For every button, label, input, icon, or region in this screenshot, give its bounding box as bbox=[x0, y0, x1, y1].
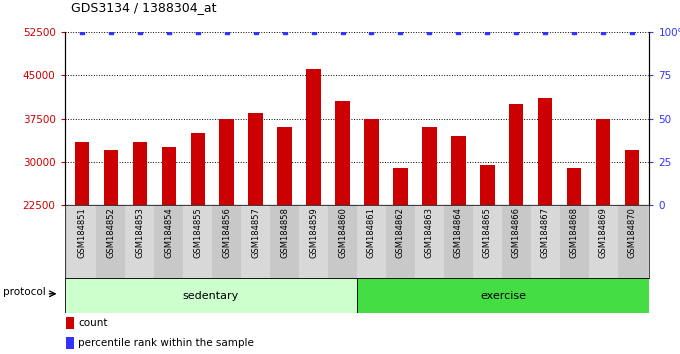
Text: GSM184863: GSM184863 bbox=[425, 207, 434, 258]
Bar bbox=[67, 318, 74, 329]
Point bbox=[453, 29, 464, 35]
Bar bbox=[190, 133, 205, 335]
Bar bbox=[415, 205, 444, 278]
Text: GSM184854: GSM184854 bbox=[165, 207, 173, 258]
Point bbox=[540, 29, 551, 35]
Text: GSM184866: GSM184866 bbox=[512, 207, 521, 258]
Text: GSM184868: GSM184868 bbox=[570, 207, 579, 258]
Bar bbox=[67, 337, 74, 349]
Text: GSM184865: GSM184865 bbox=[483, 207, 492, 258]
Bar bbox=[335, 101, 350, 335]
Bar bbox=[75, 142, 89, 335]
Point bbox=[568, 29, 579, 35]
Bar bbox=[502, 205, 530, 278]
Bar bbox=[328, 205, 357, 278]
Bar bbox=[65, 278, 357, 313]
Point bbox=[135, 29, 146, 35]
Text: GSM184864: GSM184864 bbox=[454, 207, 463, 258]
Bar bbox=[67, 205, 97, 278]
Bar bbox=[125, 205, 154, 278]
Text: count: count bbox=[78, 318, 107, 329]
Text: GSM184851: GSM184851 bbox=[78, 207, 86, 258]
Text: GSM184869: GSM184869 bbox=[598, 207, 607, 258]
Text: GSM184856: GSM184856 bbox=[222, 207, 231, 258]
Point bbox=[395, 29, 406, 35]
Bar bbox=[596, 119, 611, 335]
Bar bbox=[220, 119, 234, 335]
Bar bbox=[97, 205, 125, 278]
Bar bbox=[538, 98, 552, 335]
Text: protocol: protocol bbox=[3, 287, 46, 297]
Point bbox=[77, 29, 88, 35]
Text: percentile rank within the sample: percentile rank within the sample bbox=[78, 338, 254, 348]
Bar bbox=[357, 205, 386, 278]
Bar bbox=[162, 148, 176, 335]
Bar bbox=[422, 127, 437, 335]
Point bbox=[192, 29, 203, 35]
Bar bbox=[299, 205, 328, 278]
Bar bbox=[473, 205, 502, 278]
Bar bbox=[509, 104, 524, 335]
Point bbox=[511, 29, 522, 35]
Bar bbox=[103, 150, 118, 335]
Bar bbox=[306, 69, 321, 335]
Point bbox=[626, 29, 637, 35]
Bar bbox=[530, 205, 560, 278]
Bar bbox=[248, 113, 263, 335]
Bar bbox=[386, 205, 415, 278]
Text: GSM184860: GSM184860 bbox=[338, 207, 347, 258]
Point bbox=[221, 29, 232, 35]
Point bbox=[163, 29, 174, 35]
Bar bbox=[270, 205, 299, 278]
Point bbox=[598, 29, 609, 35]
Point bbox=[337, 29, 348, 35]
Point bbox=[424, 29, 435, 35]
Text: GSM184857: GSM184857 bbox=[251, 207, 260, 258]
Bar bbox=[567, 168, 581, 335]
Bar bbox=[184, 205, 212, 278]
Bar bbox=[364, 119, 379, 335]
Text: GDS3134 / 1388304_at: GDS3134 / 1388304_at bbox=[71, 1, 217, 14]
Text: GSM184862: GSM184862 bbox=[396, 207, 405, 258]
Bar bbox=[625, 150, 639, 335]
Point bbox=[105, 29, 116, 35]
Bar bbox=[357, 278, 649, 313]
Text: GSM184861: GSM184861 bbox=[367, 207, 376, 258]
Bar bbox=[393, 168, 408, 335]
Bar bbox=[133, 142, 147, 335]
Text: sedentary: sedentary bbox=[183, 291, 239, 301]
Point bbox=[308, 29, 319, 35]
Text: GSM184853: GSM184853 bbox=[135, 207, 144, 258]
Bar bbox=[480, 165, 494, 335]
Bar bbox=[212, 205, 241, 278]
Point bbox=[279, 29, 290, 35]
Bar bbox=[560, 205, 589, 278]
Point bbox=[250, 29, 261, 35]
Text: GSM184867: GSM184867 bbox=[541, 207, 549, 258]
Bar bbox=[444, 205, 473, 278]
Bar bbox=[589, 205, 617, 278]
Text: GSM184859: GSM184859 bbox=[309, 207, 318, 258]
Bar bbox=[241, 205, 270, 278]
Text: GSM184855: GSM184855 bbox=[193, 207, 202, 258]
Text: GSM184858: GSM184858 bbox=[280, 207, 289, 258]
Bar bbox=[617, 205, 647, 278]
Text: GSM184870: GSM184870 bbox=[628, 207, 636, 258]
Bar bbox=[154, 205, 184, 278]
Bar bbox=[451, 136, 466, 335]
Bar bbox=[277, 127, 292, 335]
Text: GSM184852: GSM184852 bbox=[107, 207, 116, 258]
Point bbox=[482, 29, 493, 35]
Point bbox=[366, 29, 377, 35]
Text: exercise: exercise bbox=[480, 291, 526, 301]
